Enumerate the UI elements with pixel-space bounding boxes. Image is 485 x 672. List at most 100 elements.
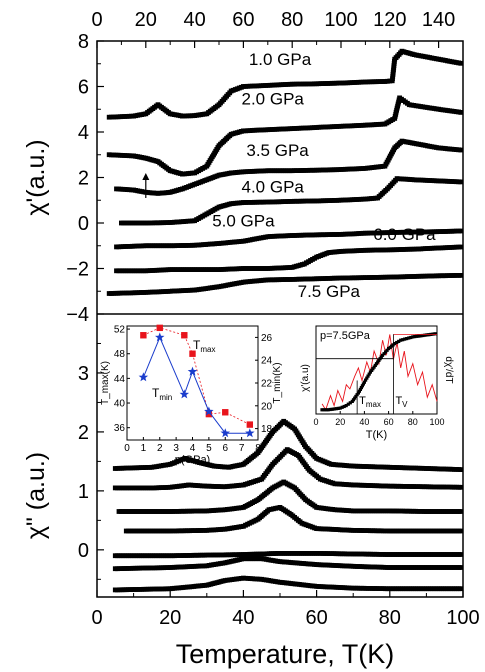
chi-marker <box>354 394 358 398</box>
chi-marker <box>320 408 324 412</box>
chi-marker <box>373 363 377 367</box>
chi-marker <box>357 389 361 393</box>
x-top-tick-label: 0 <box>91 9 102 31</box>
chi-marker <box>366 374 370 378</box>
chi-marker <box>370 368 374 372</box>
chi-marker <box>368 370 372 374</box>
chi-marker <box>409 335 413 340</box>
tmin-point <box>204 406 214 416</box>
chi-marker <box>353 396 357 400</box>
tmin-point <box>155 332 165 342</box>
x-top-tick-label: 100 <box>324 9 357 31</box>
chi-marker <box>346 402 350 406</box>
x-top-tick-label: 80 <box>281 9 303 31</box>
inset-title: p=7.5GPa <box>320 330 371 342</box>
x-tick-label: 5 <box>206 443 212 454</box>
chi-marker <box>342 404 346 409</box>
y-tick-label: 0 <box>78 540 89 562</box>
chi-marker <box>336 406 340 410</box>
chi-marker <box>423 333 427 337</box>
x-tick-label: 40 <box>359 417 369 427</box>
y-tick-label: −2 <box>66 259 89 281</box>
tmax-point <box>140 332 147 339</box>
x-tick-label: 0 <box>124 443 130 454</box>
chi-marker <box>330 407 334 411</box>
chi-marker <box>322 408 326 412</box>
series-marker <box>458 552 464 557</box>
x-tick-label: 6 <box>222 443 228 454</box>
chi-marker <box>374 362 379 366</box>
inset-x-axis-label: p(GPa) <box>175 454 210 466</box>
inset-x-axis-label: T(K) <box>366 429 387 441</box>
series-marker <box>458 273 464 278</box>
chi-marker <box>364 378 368 382</box>
inset-y-left-label: T_max(K) <box>100 361 111 405</box>
y-left-tick-label: 36 <box>114 423 126 434</box>
series-label: 1.0 GPa <box>249 50 312 69</box>
x-tick-label: 60 <box>384 417 394 427</box>
tmin-point <box>179 389 190 399</box>
y-right-tick-label: 22 <box>261 379 273 390</box>
tmin-point <box>220 428 230 438</box>
y-tick-label: 6 <box>78 77 89 99</box>
chi-marker <box>358 387 362 391</box>
series-label: 5.0 GPa <box>212 211 275 230</box>
chi-marker <box>384 350 388 354</box>
chi-marker <box>379 355 383 359</box>
x-top-tick-label: 20 <box>135 9 157 31</box>
inset-left-panel: 0 1 2 3 4 5 6 7 8 36 40 44 48 52 18 20 22 24 26 p(GPa) T_max… <box>100 325 283 466</box>
tmax-point <box>246 421 254 428</box>
chi-marker <box>332 407 336 411</box>
x-tick-label: 7 <box>239 443 245 454</box>
y-left-tick-label: 44 <box>114 374 126 385</box>
x-tick-label: 100 <box>446 607 479 629</box>
chi-marker <box>365 376 369 380</box>
chi-marker <box>351 398 356 402</box>
derivative-line <box>321 334 438 411</box>
y-left-tick-label: 48 <box>114 349 126 360</box>
chi-marker <box>407 336 411 340</box>
series-marker <box>458 244 464 250</box>
series-label: 7.5 GPa <box>298 282 361 301</box>
chi-marker <box>367 372 371 376</box>
tmin-point <box>187 366 198 376</box>
series-marker <box>458 484 464 490</box>
x-tick-label: 8 <box>255 443 261 454</box>
y-right-tick-label: 18 <box>261 424 273 435</box>
x-top-tick-label: 40 <box>183 9 205 31</box>
series-marker <box>458 228 464 234</box>
series-marker <box>458 586 464 592</box>
chi-marker <box>382 352 386 356</box>
arrow-head <box>142 172 150 180</box>
y-left-tick-label: 40 <box>114 399 126 410</box>
series-label: 2.0 GPa <box>241 90 304 109</box>
chi-marker <box>334 407 338 411</box>
chi-marker <box>328 407 332 412</box>
chi-marker <box>411 335 415 339</box>
x-tick-label: 0 <box>91 607 102 629</box>
x-tick-label: 80 <box>379 607 401 629</box>
tmax-point <box>189 350 196 357</box>
upper-panel: 0 20 40 60 80 100 120 140 −4 −2 0 2 4 6 8 χ'(a.u.) 1.0 G… <box>22 9 464 326</box>
x-tick-label: 2 <box>157 443 163 454</box>
y-tick-label: 2 <box>78 168 89 190</box>
y-axis-label: χ" (a.u.) <box>22 452 50 539</box>
chi-marker <box>397 339 401 343</box>
x-tick-label: 0 <box>313 417 318 427</box>
series-marker <box>458 179 464 185</box>
series-marker <box>458 467 464 472</box>
chi-marker <box>417 334 421 338</box>
x-tick-label: 60 <box>305 607 327 629</box>
series-label: 3.5 GPa <box>246 141 309 160</box>
x-top-tick-label: 120 <box>373 9 406 31</box>
tmax-point <box>205 410 213 418</box>
y-right-tick-label: 20 <box>261 401 273 412</box>
chi-marker <box>413 335 417 339</box>
series-marker <box>458 60 464 66</box>
tmax-point <box>156 324 163 332</box>
y-tick-label: 0 <box>78 213 89 235</box>
plot-frame <box>96 40 464 598</box>
x-tick-label: 40 <box>232 607 254 629</box>
